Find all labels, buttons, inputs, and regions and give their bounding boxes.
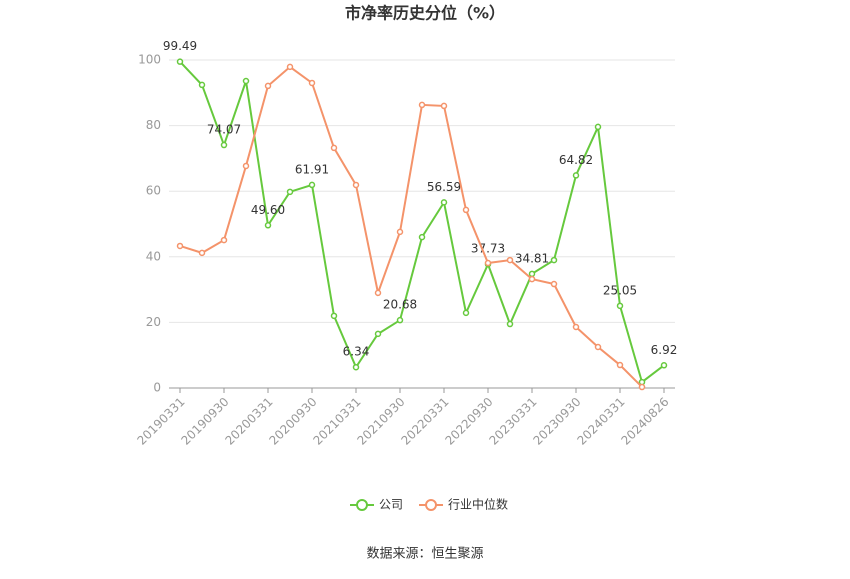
point: [198, 81, 206, 89]
data-label: 34.81: [515, 251, 549, 265]
point: [660, 362, 668, 369]
point: [484, 259, 492, 267]
data-label: 6.92: [651, 343, 678, 357]
point: [330, 312, 338, 320]
point: [418, 101, 426, 109]
y-tick-label: 100: [138, 53, 161, 67]
point: [374, 330, 382, 338]
point: [506, 256, 514, 264]
point: [396, 228, 404, 236]
data-label: 74.07: [207, 123, 241, 137]
data-label: 99.49: [163, 39, 197, 53]
point: [616, 302, 624, 310]
point: [440, 102, 448, 110]
point: [286, 63, 294, 71]
data-label: 20.68: [383, 298, 417, 312]
point: [330, 144, 338, 152]
point: [286, 188, 294, 196]
point: [528, 275, 536, 283]
data-label: 49.60: [251, 203, 285, 217]
point: [418, 233, 426, 241]
legend-label: 公司: [379, 498, 403, 512]
y-tick-label: 0: [153, 381, 161, 395]
point: [616, 361, 624, 369]
y-tick-label: 40: [146, 249, 161, 263]
point: [594, 343, 602, 351]
point: [352, 181, 360, 189]
point: [264, 222, 272, 229]
point: [572, 172, 580, 179]
data-label: 6.34: [343, 345, 370, 359]
point: [352, 363, 360, 371]
point: [198, 249, 206, 257]
legend-marker: [425, 499, 438, 511]
point: [176, 58, 184, 65]
point: [506, 320, 514, 328]
y-tick-label: 80: [146, 118, 161, 132]
chart-title: 市净率历史分位（%）: [345, 4, 505, 23]
data-label: 25.05: [603, 283, 637, 297]
point: [220, 236, 228, 244]
point: [462, 206, 470, 214]
point: [550, 280, 558, 288]
x-tick-label: 20240826: [619, 395, 672, 448]
data-label: 64.82: [559, 153, 593, 167]
point: [264, 82, 272, 90]
data-label: 37.73: [471, 242, 505, 256]
point: [462, 309, 470, 317]
data-label: 61.91: [295, 162, 329, 176]
point: [550, 256, 558, 264]
point: [528, 270, 536, 278]
point: [396, 316, 404, 324]
data-label: 56.59: [427, 180, 461, 194]
point: [638, 383, 646, 391]
point: [242, 77, 250, 85]
point: [572, 323, 580, 331]
point: [308, 79, 316, 87]
series-line: [179, 65, 643, 388]
y-tick-label: 60: [146, 184, 161, 198]
legend-label: 行业中位数: [448, 497, 508, 512]
point: [374, 289, 382, 297]
point: [594, 123, 602, 131]
point: [176, 242, 184, 250]
legend-marker: [356, 499, 368, 511]
point: [308, 181, 316, 189]
point: [242, 162, 250, 170]
source: 数据来源：恒生聚源: [366, 547, 483, 562]
point: [220, 141, 228, 149]
point: [440, 199, 448, 206]
y-tick-label: 20: [146, 315, 161, 329]
